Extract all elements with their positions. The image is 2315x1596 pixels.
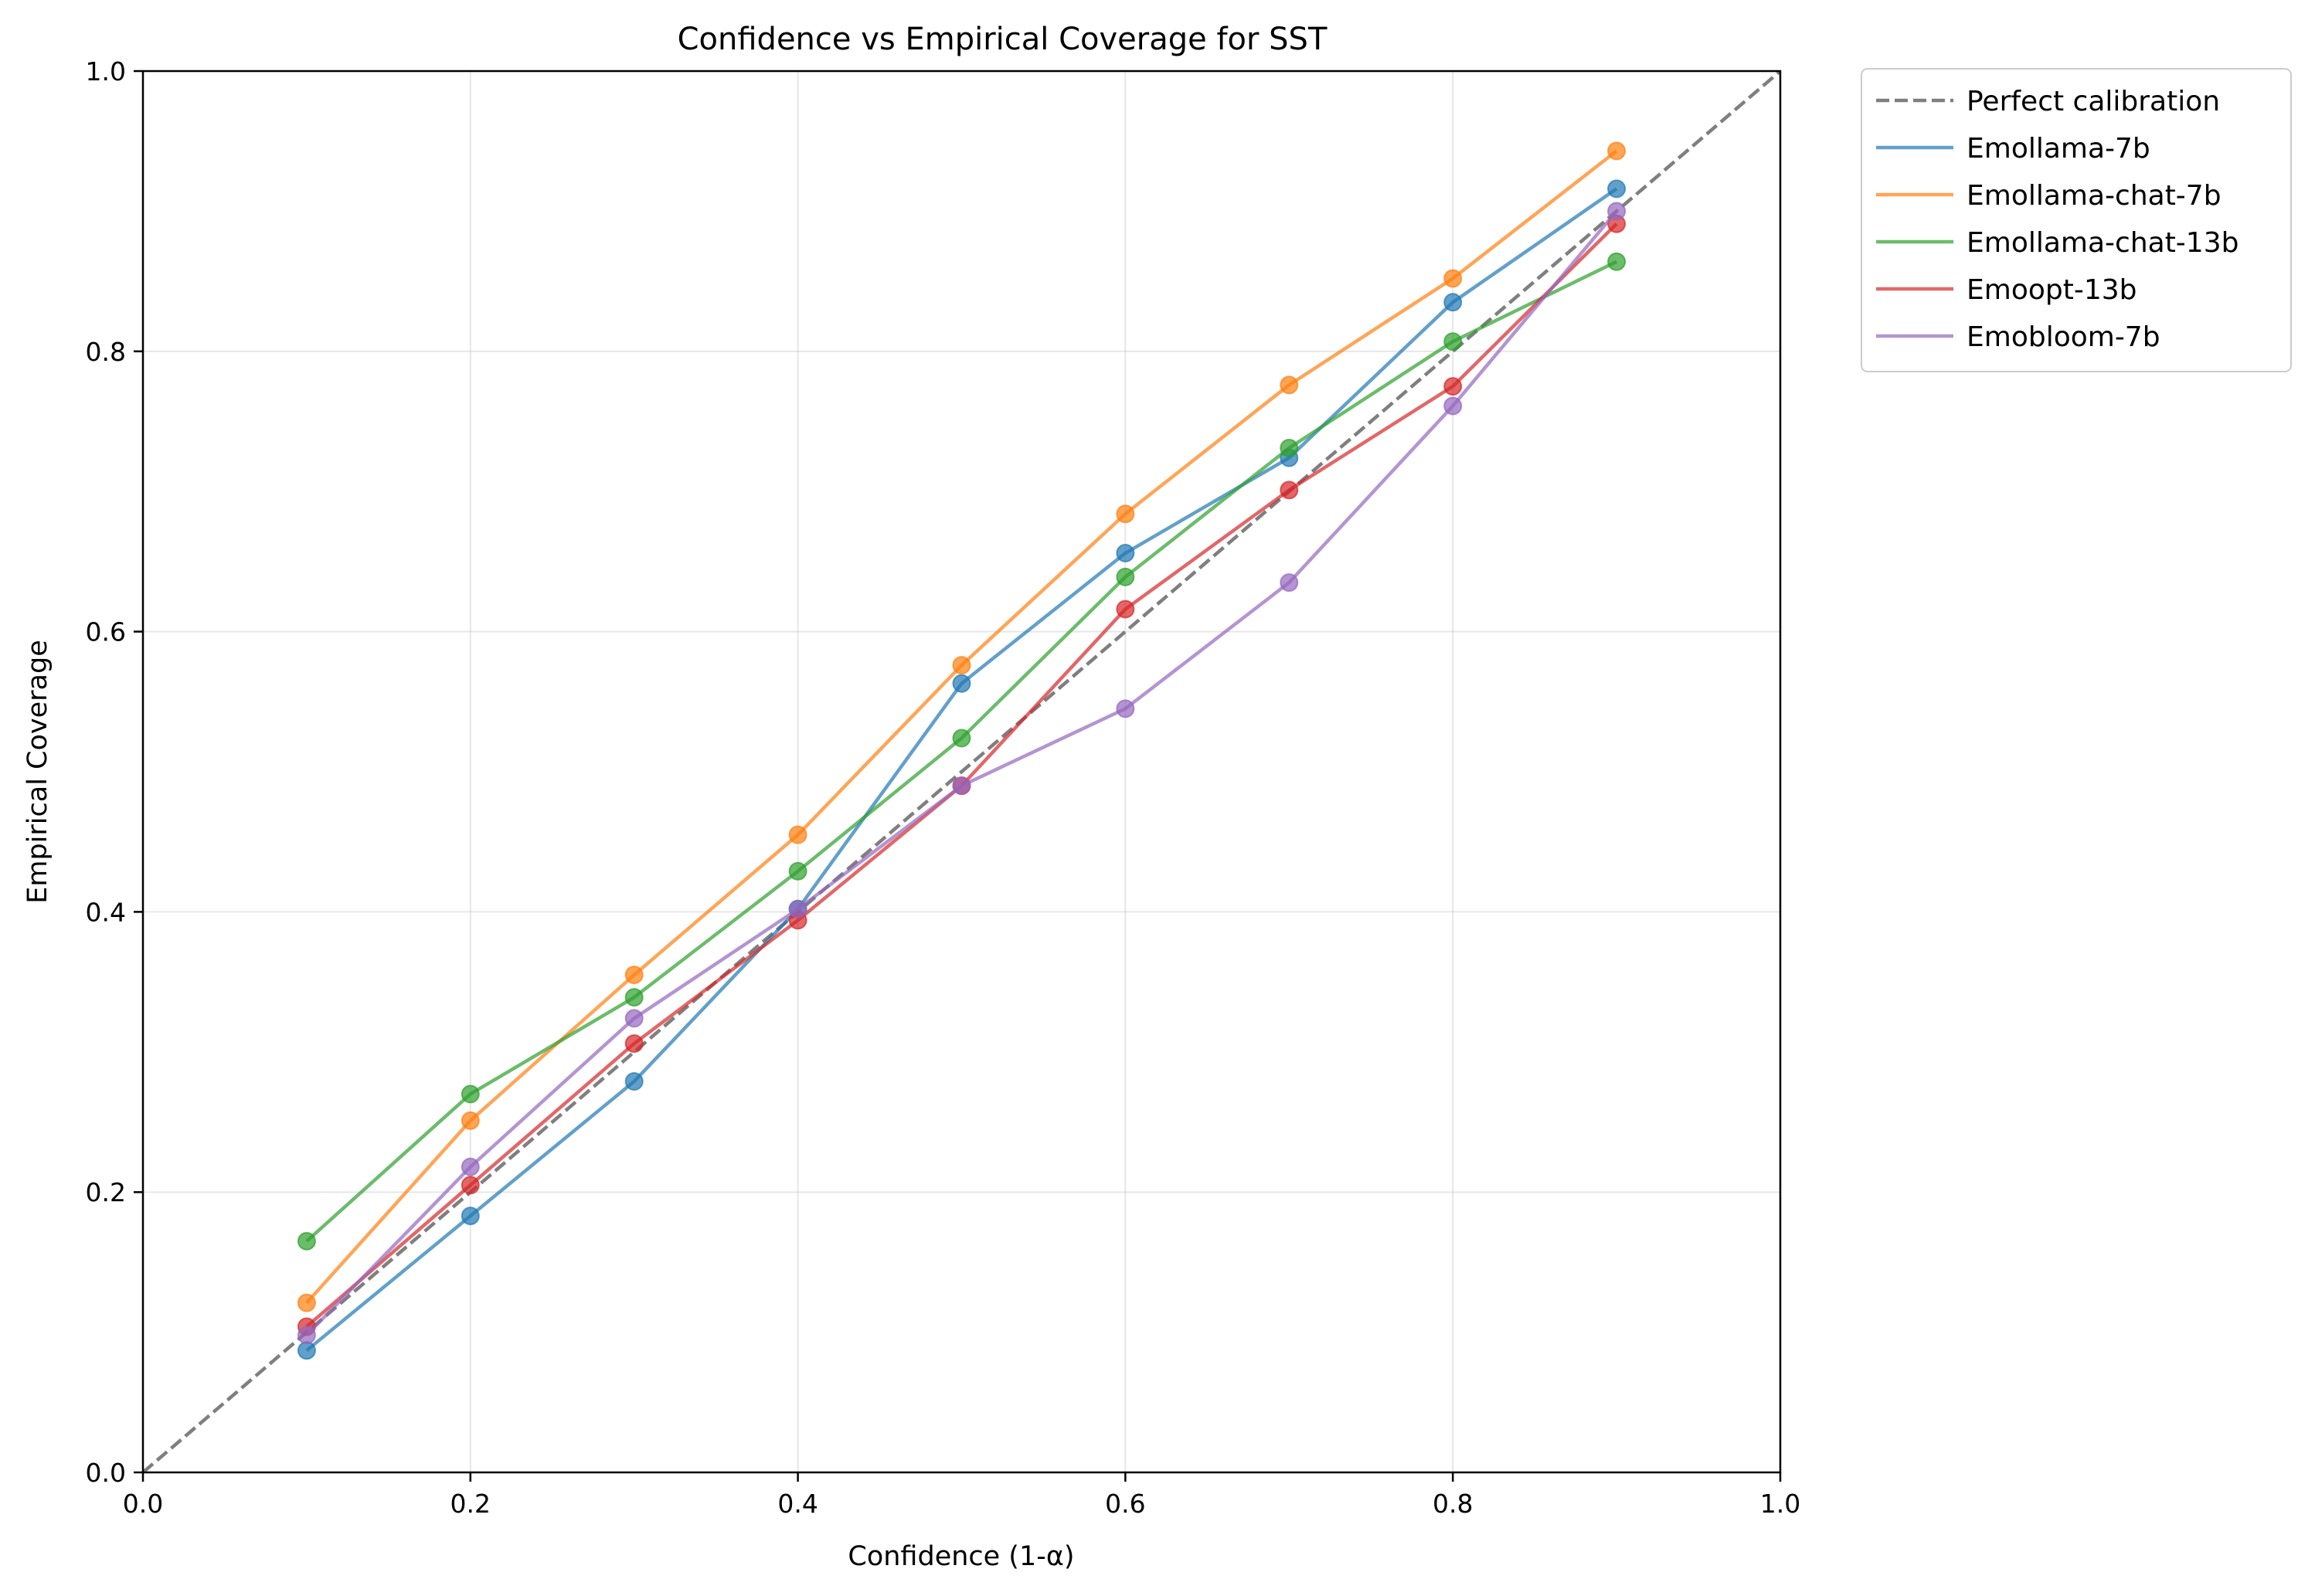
legend-label-emollama-chat-13b: Emollama-chat-13b — [1967, 227, 2239, 259]
data-point-emobloom-7b — [624, 1009, 644, 1028]
data-point-emollama-chat-13b — [952, 728, 971, 748]
y-tick-label: 1.0 — [86, 56, 126, 87]
y-tick-label: 0.6 — [86, 617, 126, 647]
data-point-emollama-chat-7b — [1280, 375, 1299, 395]
data-point-emollama-chat-13b — [788, 861, 807, 881]
data-point-emollama-chat-7b — [952, 656, 971, 675]
data-point-emollama-chat-7b — [297, 1293, 316, 1312]
data-point-emollama-chat-13b — [1280, 438, 1299, 457]
y-tick-label: 0.2 — [86, 1177, 126, 1207]
data-point-emoopt-13b — [461, 1176, 480, 1195]
data-point-emobloom-7b — [1280, 573, 1299, 593]
chart-title: Confidence vs Empirical Coverage for SST — [678, 22, 1327, 57]
data-point-emollama-7b — [624, 1071, 644, 1091]
data-point-emollama-7b — [297, 1341, 316, 1360]
legend-label-perfect-calibration: Perfect calibration — [1967, 86, 2220, 117]
data-point-emollama-chat-7b — [788, 825, 807, 844]
y-tick-label: 0.0 — [86, 1458, 126, 1488]
perfect-calibration-line — [143, 71, 1780, 1472]
y-axis-label: Empirical Coverage — [22, 640, 53, 904]
legend-frame — [1861, 68, 2292, 372]
data-point-emoopt-13b — [1280, 480, 1299, 500]
data-point-emollama-chat-7b — [1116, 504, 1135, 524]
data-point-emobloom-7b — [788, 899, 807, 919]
data-point-emoopt-13b — [1116, 599, 1135, 619]
data-point-emollama-7b — [1116, 544, 1135, 563]
plot-area — [143, 71, 1780, 1472]
y-tick-label: 0.8 — [86, 337, 126, 367]
x-axis-label: Confidence (1-α) — [848, 1541, 1074, 1572]
data-point-emollama-7b — [461, 1207, 480, 1226]
data-point-emoopt-13b — [1443, 377, 1463, 396]
data-point-emollama-chat-13b — [297, 1231, 316, 1251]
legend: Perfect calibration Emollama-7b Emollama-c… — [1861, 68, 2292, 372]
data-point-emollama-7b — [1443, 293, 1463, 312]
y-axis: 0.0 0.2 0.4 0.6 0.8 1.0 — [86, 56, 143, 1488]
legend-label-emollama-chat-7b: Emollama-chat-7b — [1967, 180, 2222, 212]
data-point-emollama-chat-7b — [1607, 141, 1627, 161]
data-point-emobloom-7b — [1607, 202, 1627, 221]
data-point-emollama-7b — [1607, 179, 1627, 199]
x-tick-label: 0.0 — [123, 1489, 163, 1519]
x-tick-label: 0.6 — [1105, 1489, 1145, 1519]
legend-label-emollama-7b: Emollama-7b — [1967, 133, 2150, 165]
data-point-emollama-chat-13b — [461, 1085, 480, 1104]
data-point-emollama-7b — [952, 674, 971, 693]
data-point-emoopt-13b — [624, 1034, 644, 1053]
x-tick-label: 0.4 — [777, 1489, 818, 1519]
data-point-emollama-chat-13b — [1443, 332, 1463, 351]
data-point-emollama-chat-7b — [1443, 269, 1463, 288]
data-point-emollama-chat-7b — [624, 966, 644, 985]
data-point-emobloom-7b — [1443, 396, 1463, 416]
data-point-emollama-chat-13b — [1607, 252, 1627, 271]
x-axis: 0.0 0.2 0.4 0.6 0.8 1.0 — [123, 1472, 1800, 1519]
data-point-emollama-chat-7b — [461, 1111, 480, 1130]
data-point-emobloom-7b — [952, 776, 971, 796]
legend-label-emobloom-7b: Emobloom-7b — [1967, 321, 2160, 353]
plot-frame — [141, 70, 1782, 1474]
legend-label-emoopt-13b: Emoopt-13b — [1967, 274, 2137, 306]
data-point-emobloom-7b — [461, 1157, 480, 1177]
data-point-emollama-chat-13b — [624, 988, 644, 1007]
y-tick-label: 0.4 — [86, 897, 126, 927]
data-point-emobloom-7b — [297, 1326, 316, 1345]
x-tick-label: 0.2 — [450, 1489, 491, 1519]
grid — [142, 70, 1781, 1473]
x-tick-label: 0.8 — [1433, 1489, 1473, 1519]
data-point-emobloom-7b — [1116, 699, 1135, 718]
x-tick-label: 1.0 — [1760, 1489, 1800, 1519]
data-point-emollama-chat-13b — [1116, 567, 1135, 586]
